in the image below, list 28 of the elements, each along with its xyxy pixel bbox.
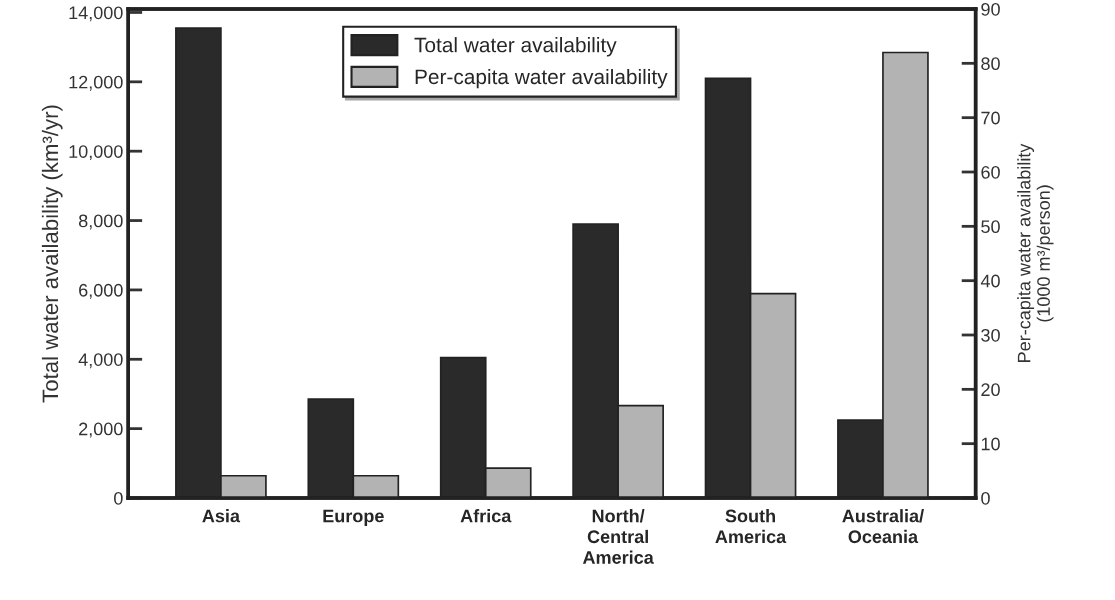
y2-tick-label: 30 [981, 328, 1000, 342]
x-tick-label: North/ Central America [582, 509, 654, 564]
y2-tick-label: 80 [981, 57, 1000, 71]
y2-tick-label: 20 [981, 383, 1000, 397]
x-tick-label: Europe [323, 509, 384, 526]
y-tick-label: 0 [114, 491, 123, 505]
legend-label: Total water availability [414, 37, 617, 57]
y2-tick-label: 90 [981, 2, 1000, 16]
y2-tick-label: 50 [981, 220, 1000, 234]
y-tick-label: 12,000 [69, 75, 123, 91]
x-tick-label: Africa [460, 509, 512, 523]
y2-tick-label: 40 [980, 274, 1000, 288]
y-tick-label: 8,000 [78, 214, 123, 230]
x-tick-label: Australia/ Oceania [842, 509, 924, 544]
y-tick-label: 14,000 [69, 6, 123, 22]
y-axis-title: Total water availability (km³/yr) [41, 105, 63, 403]
y2-tick-label: 0 [981, 491, 990, 505]
y-tick-label: 6,000 [79, 283, 123, 299]
x-tick-label: South America [715, 509, 787, 544]
y2-axis-title: Per-capita water availability (1000 m³/person) [1017, 143, 1054, 362]
y-tick-label: 4,000 [78, 353, 123, 369]
y2-tick-label: 60 [981, 165, 1000, 179]
y-tick-label: 10,000 [69, 145, 123, 161]
y2-tick-label: 70 [981, 111, 1000, 125]
x-tick-label: Asia [202, 509, 241, 523]
legend-label: Per-capita water availability [415, 68, 668, 89]
y-tick-label: 2,000 [79, 422, 123, 438]
y2-tick-label: 10 [981, 437, 1000, 451]
